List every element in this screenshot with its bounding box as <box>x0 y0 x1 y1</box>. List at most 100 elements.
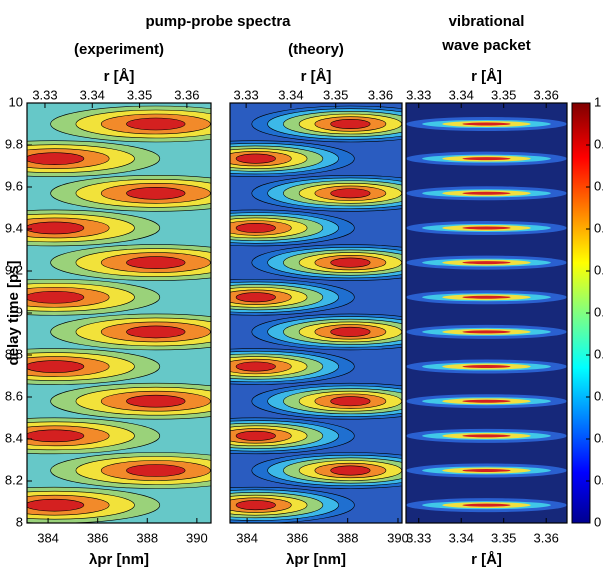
y-tick-label: 8.4 <box>5 430 23 445</box>
y-tick-label: 9.8 <box>5 136 23 151</box>
contour-band <box>27 290 85 304</box>
colorbar-tick-label: 0. <box>594 220 603 235</box>
contour-band <box>126 256 186 269</box>
streak <box>462 330 511 334</box>
colorbar-tick-label: 0. <box>594 472 603 487</box>
x-tick-label: 3.33 <box>406 530 431 545</box>
y-tick-label: 8.8 <box>5 346 23 361</box>
y-tick-label: 8.2 <box>5 472 23 487</box>
x2-tick-label: 3.35 <box>323 87 348 102</box>
colorbar-tick-label: 0 <box>594 514 601 529</box>
y-tick-label: 8 <box>16 514 23 529</box>
contour-band <box>235 292 276 303</box>
x2-tick-label: 3.33 <box>32 87 57 102</box>
streak <box>462 261 511 265</box>
figure-title: pump-probe spectra <box>145 13 291 30</box>
x2-tick-label: 3.33 <box>406 87 431 102</box>
contour-band <box>126 394 186 408</box>
x-label: λpr [nm] <box>286 551 346 568</box>
x-tick-label: 390 <box>387 530 409 545</box>
x2-label: r [Å] <box>471 68 502 85</box>
contour-band <box>27 429 85 443</box>
contour-band <box>27 152 85 165</box>
x-tick-label: 384 <box>37 530 59 545</box>
x-tick-label: 386 <box>87 530 109 545</box>
contour-band <box>27 360 85 373</box>
contour-field <box>27 103 211 523</box>
plot-frame <box>405 102 568 524</box>
x-tick-label: 388 <box>337 530 359 545</box>
contour-band <box>126 464 186 477</box>
y-tick-label: 9 <box>16 304 23 319</box>
contour-band <box>27 498 85 512</box>
contour-band <box>330 119 371 129</box>
field-bg <box>406 103 567 523</box>
streak <box>462 295 511 299</box>
x-tick-label: 384 <box>236 530 258 545</box>
x2-tick-label: 3.33 <box>233 87 258 102</box>
y-tick-label: 9.2 <box>5 262 23 277</box>
streak <box>462 122 511 126</box>
x2-tick-label: 3.36 <box>368 87 393 102</box>
y-tick-label: 9.6 <box>5 178 23 193</box>
streak <box>462 434 511 438</box>
y-tick-label: 8.6 <box>5 388 23 403</box>
x-tick-label: 3.35 <box>491 530 516 545</box>
contour-band <box>235 361 276 372</box>
x2-tick-label: 3.35 <box>127 87 152 102</box>
contour-band <box>126 187 186 200</box>
x-tick-label: 386 <box>287 530 309 545</box>
streak <box>462 469 511 472</box>
contour-band <box>235 222 276 233</box>
streak <box>462 157 511 161</box>
colorbar-tick-label: 0. <box>594 304 603 319</box>
panel-title: vibrational <box>449 13 525 30</box>
panel-title: (theory) <box>288 41 344 58</box>
streak <box>462 365 511 369</box>
contour-field <box>406 103 567 523</box>
y-label: delay time [ps] <box>5 260 22 365</box>
x-label: r [Å] <box>471 551 502 568</box>
contour-band <box>27 221 85 235</box>
contour-band <box>330 465 371 476</box>
streak <box>462 399 511 403</box>
streak <box>462 226 511 230</box>
x2-label: r [Å] <box>104 68 135 85</box>
x2-tick-label: 3.36 <box>534 87 559 102</box>
contour-field <box>230 103 402 523</box>
x-label: λpr [nm] <box>89 551 149 568</box>
x-tick-label: 388 <box>136 530 158 545</box>
x2-tick-label: 3.34 <box>449 87 474 102</box>
contour-band <box>330 396 371 407</box>
colorbar-tick-label: 0. <box>594 136 603 151</box>
x2-label: r [Å] <box>301 68 332 85</box>
contour-band <box>126 117 186 131</box>
panel-title: (experiment) <box>74 41 164 58</box>
contour-band <box>235 430 276 441</box>
contour-band <box>330 257 371 268</box>
contour-band <box>330 326 371 337</box>
streak <box>462 191 511 195</box>
contour-band <box>235 153 276 164</box>
contour-band <box>126 325 186 339</box>
colorbar-tick-label: 0. <box>594 262 603 277</box>
colorbar-tick-label: 0. <box>594 388 603 403</box>
colorbar-tick-label: 0. <box>594 430 603 445</box>
x-tick-label: 3.36 <box>534 530 559 545</box>
contour-band <box>235 500 276 511</box>
y-tick-label: 10 <box>9 94 23 109</box>
x2-tick-label: 3.36 <box>174 87 199 102</box>
x2-tick-label: 3.34 <box>278 87 303 102</box>
x2-tick-label: 3.34 <box>80 87 105 102</box>
x-tick-label: 3.34 <box>449 530 474 545</box>
plot-frame <box>229 102 403 524</box>
panel-title: wave packet <box>441 37 530 54</box>
colorbar-tick-label: 1 <box>594 94 601 109</box>
colorbar-tick-label: 0. <box>594 346 603 361</box>
colorbar-tick-label: 0. <box>594 178 603 193</box>
x2-tick-label: 3.35 <box>491 87 516 102</box>
x-tick-label: 390 <box>186 530 208 545</box>
contour-band <box>330 188 371 199</box>
y-tick-label: 9.4 <box>5 220 23 235</box>
